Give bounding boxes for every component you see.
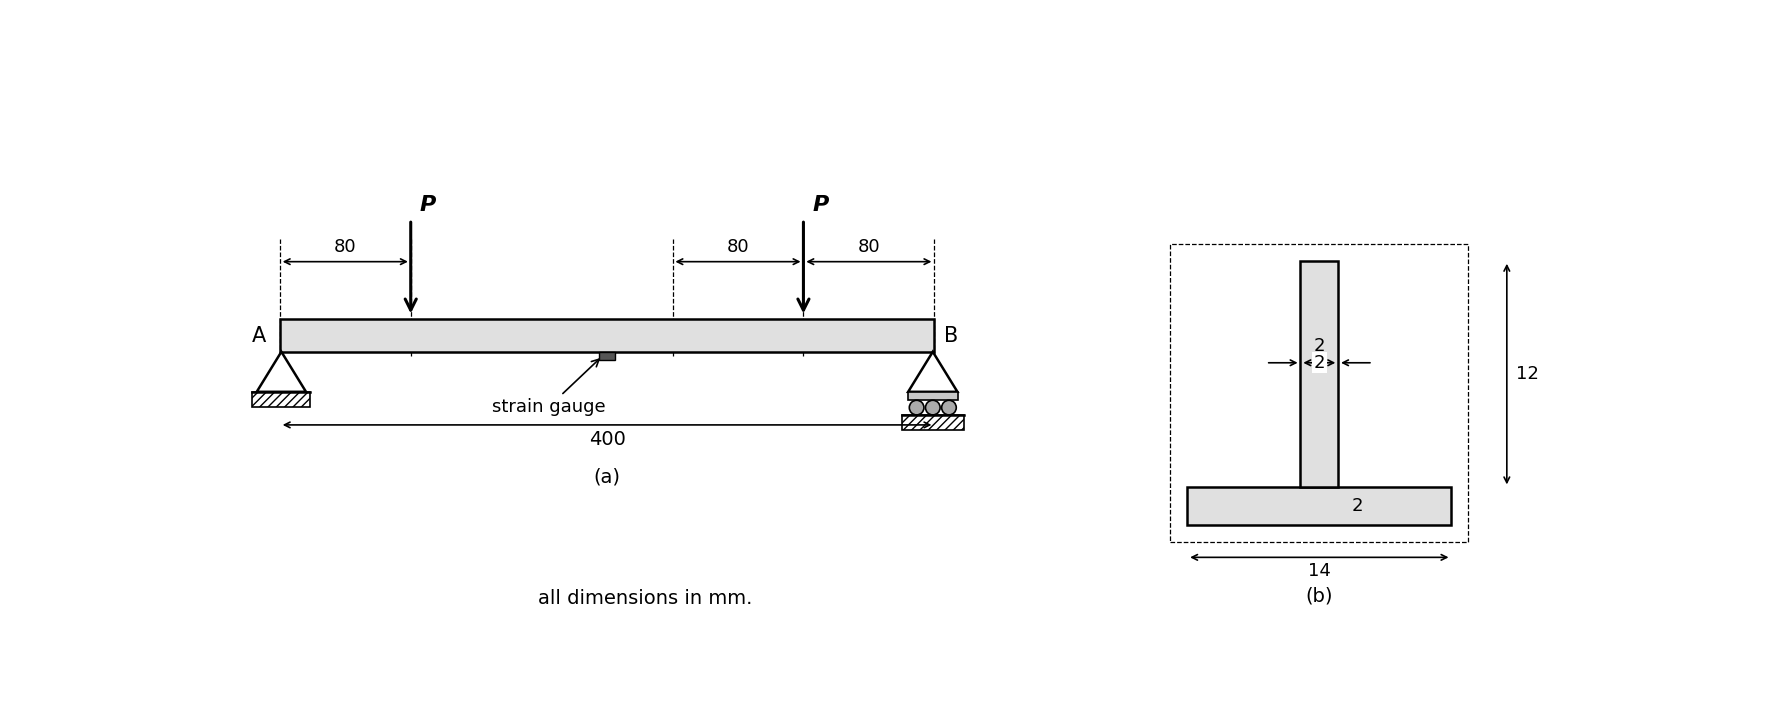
Text: strain gauge: strain gauge (491, 359, 606, 416)
Bar (1301, 261, 1338, 487)
Text: (b): (b) (1306, 586, 1333, 605)
Bar (252, 392, 310, 407)
Circle shape (909, 400, 923, 415)
Polygon shape (907, 352, 957, 392)
Text: P: P (420, 195, 436, 216)
Text: all dimensions in mm.: all dimensions in mm. (539, 589, 753, 607)
Circle shape (941, 400, 957, 415)
Text: 80: 80 (858, 238, 881, 256)
Text: 80: 80 (333, 238, 356, 256)
Bar (907, 392, 959, 400)
Text: B: B (943, 326, 959, 345)
Text: 14: 14 (1308, 562, 1331, 580)
Text: (a): (a) (594, 467, 620, 487)
Text: 400: 400 (588, 429, 626, 449)
Text: 2: 2 (1352, 497, 1364, 515)
Text: 2: 2 (1313, 354, 1325, 371)
Bar (280, 319, 934, 352)
Text: 80: 80 (727, 238, 750, 256)
Text: A: A (252, 326, 266, 345)
Bar (902, 415, 964, 430)
Bar (599, 352, 615, 361)
Text: 12: 12 (1517, 365, 1538, 383)
Text: 2: 2 (1313, 337, 1325, 355)
Circle shape (925, 400, 941, 415)
Bar (902, 415, 964, 430)
Bar (1187, 487, 1451, 525)
Bar (252, 392, 310, 407)
Text: P: P (813, 195, 829, 216)
Polygon shape (257, 352, 307, 392)
